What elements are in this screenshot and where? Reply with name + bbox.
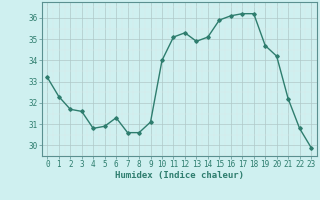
X-axis label: Humidex (Indice chaleur): Humidex (Indice chaleur): [115, 171, 244, 180]
